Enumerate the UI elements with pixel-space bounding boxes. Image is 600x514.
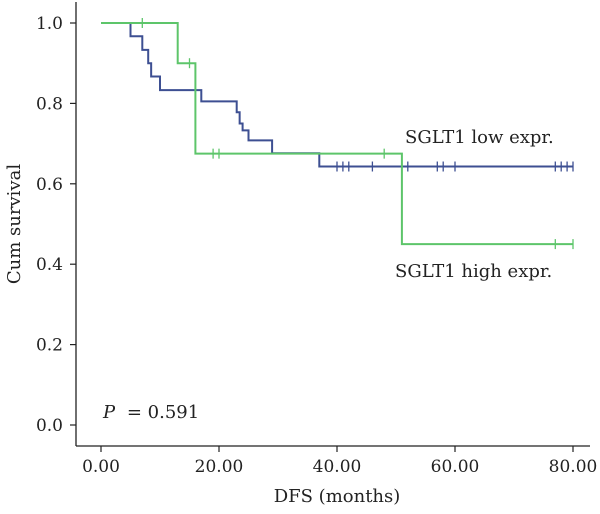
x-tick-label: 80.00 (549, 457, 598, 477)
ticks: 0.00 20.00 40.00 60.00 80.00 0.0 0.2 0.4 0.6 0.8 1… (36, 14, 597, 477)
series-label-high: SGLT1 high expr. (395, 261, 552, 282)
y-tick-label: 0.0 (36, 416, 63, 436)
x-tick-label: 60.00 (431, 457, 480, 477)
survival-curve (101, 22, 573, 168)
y-tick-label: 0.8 (36, 94, 63, 114)
x-tick-label: 20.00 (195, 457, 244, 477)
y-axis-title: Cum survival (4, 164, 25, 284)
x-axis-title: DFS (months) (274, 486, 401, 507)
y-tick-label: 1.0 (36, 14, 63, 34)
survival-curve (101, 22, 573, 246)
axes (75, 2, 590, 447)
series-high (101, 18, 574, 250)
y-tick-label: 0.2 (36, 336, 63, 356)
curves (101, 18, 574, 250)
x-tick-label: 40.00 (313, 457, 362, 477)
p-value-text: = 0.591 (127, 402, 199, 423)
y-tick-label: 0.4 (36, 255, 63, 275)
x-tick-label: 0.00 (82, 457, 120, 477)
series-label-low: SGLT1 low expr. (405, 127, 554, 148)
y-tick-label: 0.6 (36, 175, 63, 195)
p-value-symbol: P (102, 402, 116, 423)
p-value-annotation: P = 0.591 (102, 402, 199, 423)
series-low (101, 22, 574, 172)
